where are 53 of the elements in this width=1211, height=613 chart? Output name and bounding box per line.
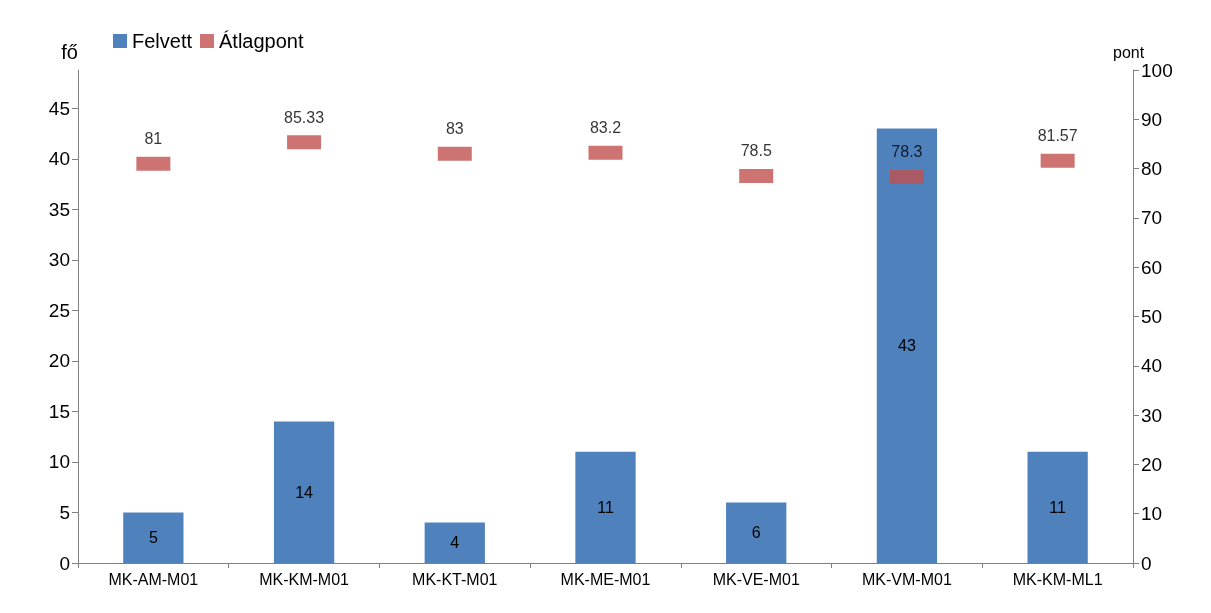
bar [123,512,184,563]
y-tick-label: 35 [48,198,70,220]
bar [726,502,787,563]
data-label: 6 [751,524,761,542]
data-label: 83.2 [589,119,622,137]
y-tick-label: 25 [48,299,70,321]
legend-label: Felvett [132,30,193,52]
y2-axis-title: pont [1113,44,1145,62]
y2-tick-label: 60 [1141,256,1163,278]
data-label: 81.57 [1037,127,1078,145]
y2-tick-label: 70 [1141,207,1163,229]
y2-tick-label: 80 [1141,158,1163,180]
y2-tick-label: 10 [1141,503,1163,525]
data-label: 11 [597,498,614,516]
data-label: 14 [295,483,314,501]
x-tick-label: MK-KM-M01 [259,570,350,588]
y-tick-label: 10 [48,451,70,473]
y2-tick-label: 20 [1141,453,1163,475]
data-label: 4 [450,534,460,552]
x-tick-label: MK-AM-M01 [108,570,199,588]
x-tick-label: MK-ME-M01 [560,570,651,588]
y2-tick-label: 90 [1141,108,1163,130]
data-label: 5 [148,529,158,547]
y-tick-label: 30 [48,249,70,271]
data-label: 11 [1049,498,1067,516]
y-tick-label: 40 [48,148,70,170]
y-tick-label: 0 [59,552,70,574]
y-tick-label: 45 [48,97,70,119]
y-axis-title: fő [61,41,78,63]
y-tick-label: 20 [48,350,70,372]
legend-label: Átlagpont [219,30,304,52]
x-tick-label: MK-KM-ML1 [1012,570,1103,588]
y2-tick-label: 50 [1141,306,1163,327]
data-label: 78.3 [891,143,923,161]
bar [876,128,938,563]
bar [575,451,636,563]
x-tick-label: MK-KT-M01 [412,570,498,588]
y-tick-label: 5 [59,501,70,523]
data-label: 81 [144,130,163,148]
data-label: 78.5 [740,142,772,160]
data-label: 83 [445,120,464,138]
data-label: 43 [898,337,916,355]
y2-tick-label: 100 [1141,59,1173,81]
data-label: 85.33 [284,108,325,126]
bar [273,421,335,563]
y2-tick-label: 30 [1141,404,1163,426]
x-tick-label: MK-VM-M01 [862,570,952,588]
x-tick-label: MK-VE-M01 [712,570,800,588]
bar [424,522,485,563]
y-tick-label: 15 [48,400,70,422]
bar [1027,451,1088,563]
y2-tick-label: 0 [1141,552,1152,574]
y2-tick-label: 40 [1141,355,1163,377]
